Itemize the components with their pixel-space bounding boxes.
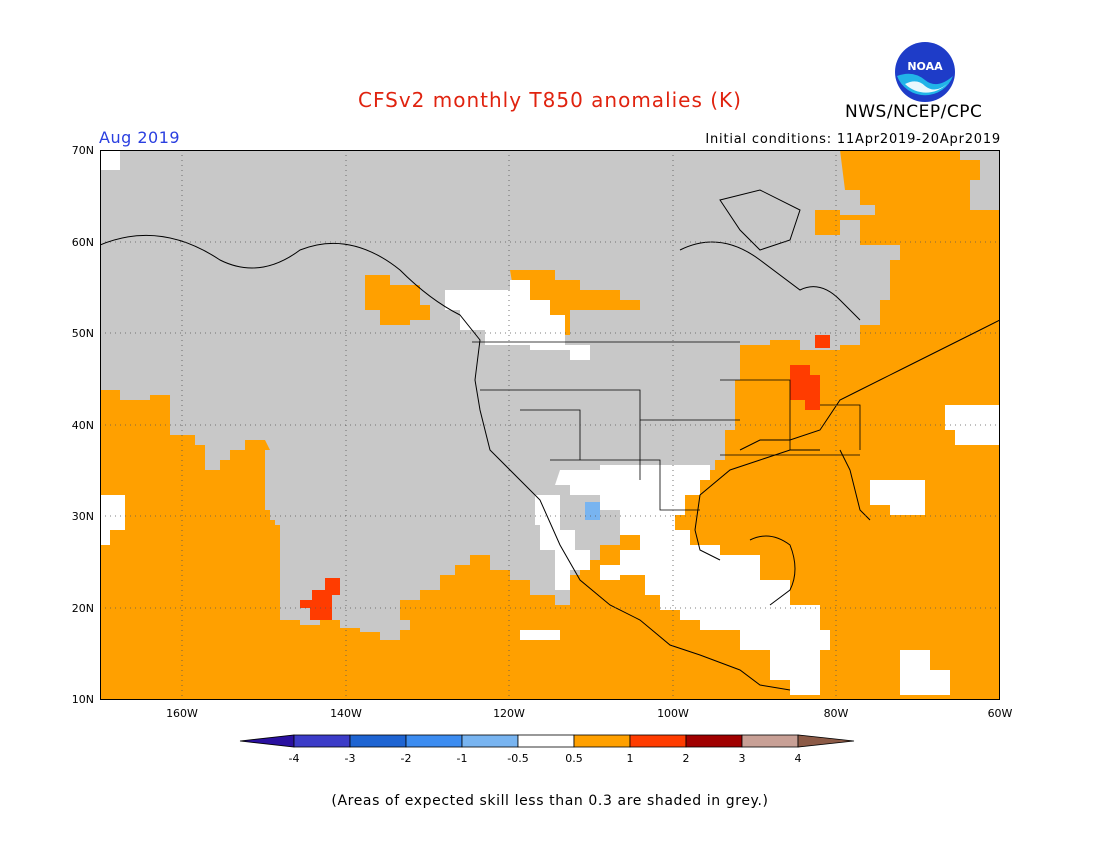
canada-orange-patch (510, 270, 640, 335)
colorbar-arrow-high (797, 734, 855, 748)
colorbar-segment (349, 734, 407, 748)
lat-label: 70N (71, 144, 94, 157)
hawaii-red-patch (300, 578, 340, 620)
low-skill-area (100, 150, 1000, 640)
near-normal-pacific-west (100, 495, 125, 545)
near-normal-caribbean (900, 650, 950, 695)
map-frame (100, 150, 1000, 700)
colorbar-segment (573, 734, 631, 748)
near-normal-arctic (100, 150, 120, 170)
lat-label: 10N (71, 693, 94, 706)
noaa-logo: NOAA (893, 40, 957, 108)
near-normal-atlantic-north (945, 405, 1000, 445)
near-normal-atlantic (870, 480, 925, 515)
colorbar-tick-label: -4 (288, 752, 300, 765)
colorbar-segment (461, 734, 519, 748)
alaska-orange-patch (365, 275, 430, 325)
colorbar-segment (405, 734, 463, 748)
colorbar-tick-label: 0.5 (565, 752, 583, 765)
arizona-blue-patch (585, 502, 600, 520)
colorbar-tick-label: 2 (682, 752, 690, 765)
noaa-logo-text: NOAA (907, 60, 943, 73)
lat-label: 60N (71, 236, 94, 249)
lon-label: 120W (493, 707, 525, 720)
lon-label: 140W (330, 707, 362, 720)
colorbar-tick-label: 3 (738, 752, 746, 765)
colorbar-tick-label: -1 (456, 752, 468, 765)
lon-label: 160W (166, 707, 198, 720)
colorbar (239, 734, 855, 748)
colorbar-tick-label: -2 (400, 752, 412, 765)
lat-label: 30N (71, 510, 94, 523)
colorbar-arrow-low (239, 734, 295, 748)
graticule (100, 150, 1000, 700)
colorbar-segment (741, 734, 799, 748)
lon-label: 60W (987, 707, 1013, 720)
lat-label: 40N (71, 419, 94, 432)
lon-label: 100W (657, 707, 689, 720)
footnote: (Areas of expected skill less than 0.3 a… (331, 793, 769, 809)
colorbar-segment (293, 734, 351, 748)
agency-label: NWS/NCEP/CPC (845, 102, 983, 122)
colorbar-tick-label: -0.5 (507, 752, 529, 765)
lat-label: 50N (71, 327, 94, 340)
ontario-red-patch (815, 335, 830, 348)
lon-label: 80W (823, 707, 849, 720)
colorbar-segment (517, 734, 575, 748)
chart-title: CFSv2 monthly T850 anomalies (K) (358, 88, 742, 112)
colorbar-tick-label: 4 (794, 752, 802, 765)
greenland-orange-patch (840, 150, 1000, 245)
colorbar-segment (629, 734, 687, 748)
valid-month: Aug 2019 (99, 128, 181, 147)
political-borders (472, 341, 861, 511)
colorbar-tick-label: 1 (626, 752, 634, 765)
initial-conditions: Initial conditions: 11Apr2019-20Apr2019 (705, 132, 1001, 147)
ontario-orange-patch (815, 210, 840, 235)
colorbar-tick-label: -3 (344, 752, 356, 765)
colorbar-segment (685, 734, 743, 748)
near-normal-texas (555, 465, 830, 695)
lat-label: 20N (71, 602, 94, 615)
anomaly-map (100, 150, 1000, 700)
near-normal-bc (445, 280, 590, 360)
great-lakes-red-patch (790, 365, 820, 410)
near-normal-pacific-south (520, 630, 560, 640)
